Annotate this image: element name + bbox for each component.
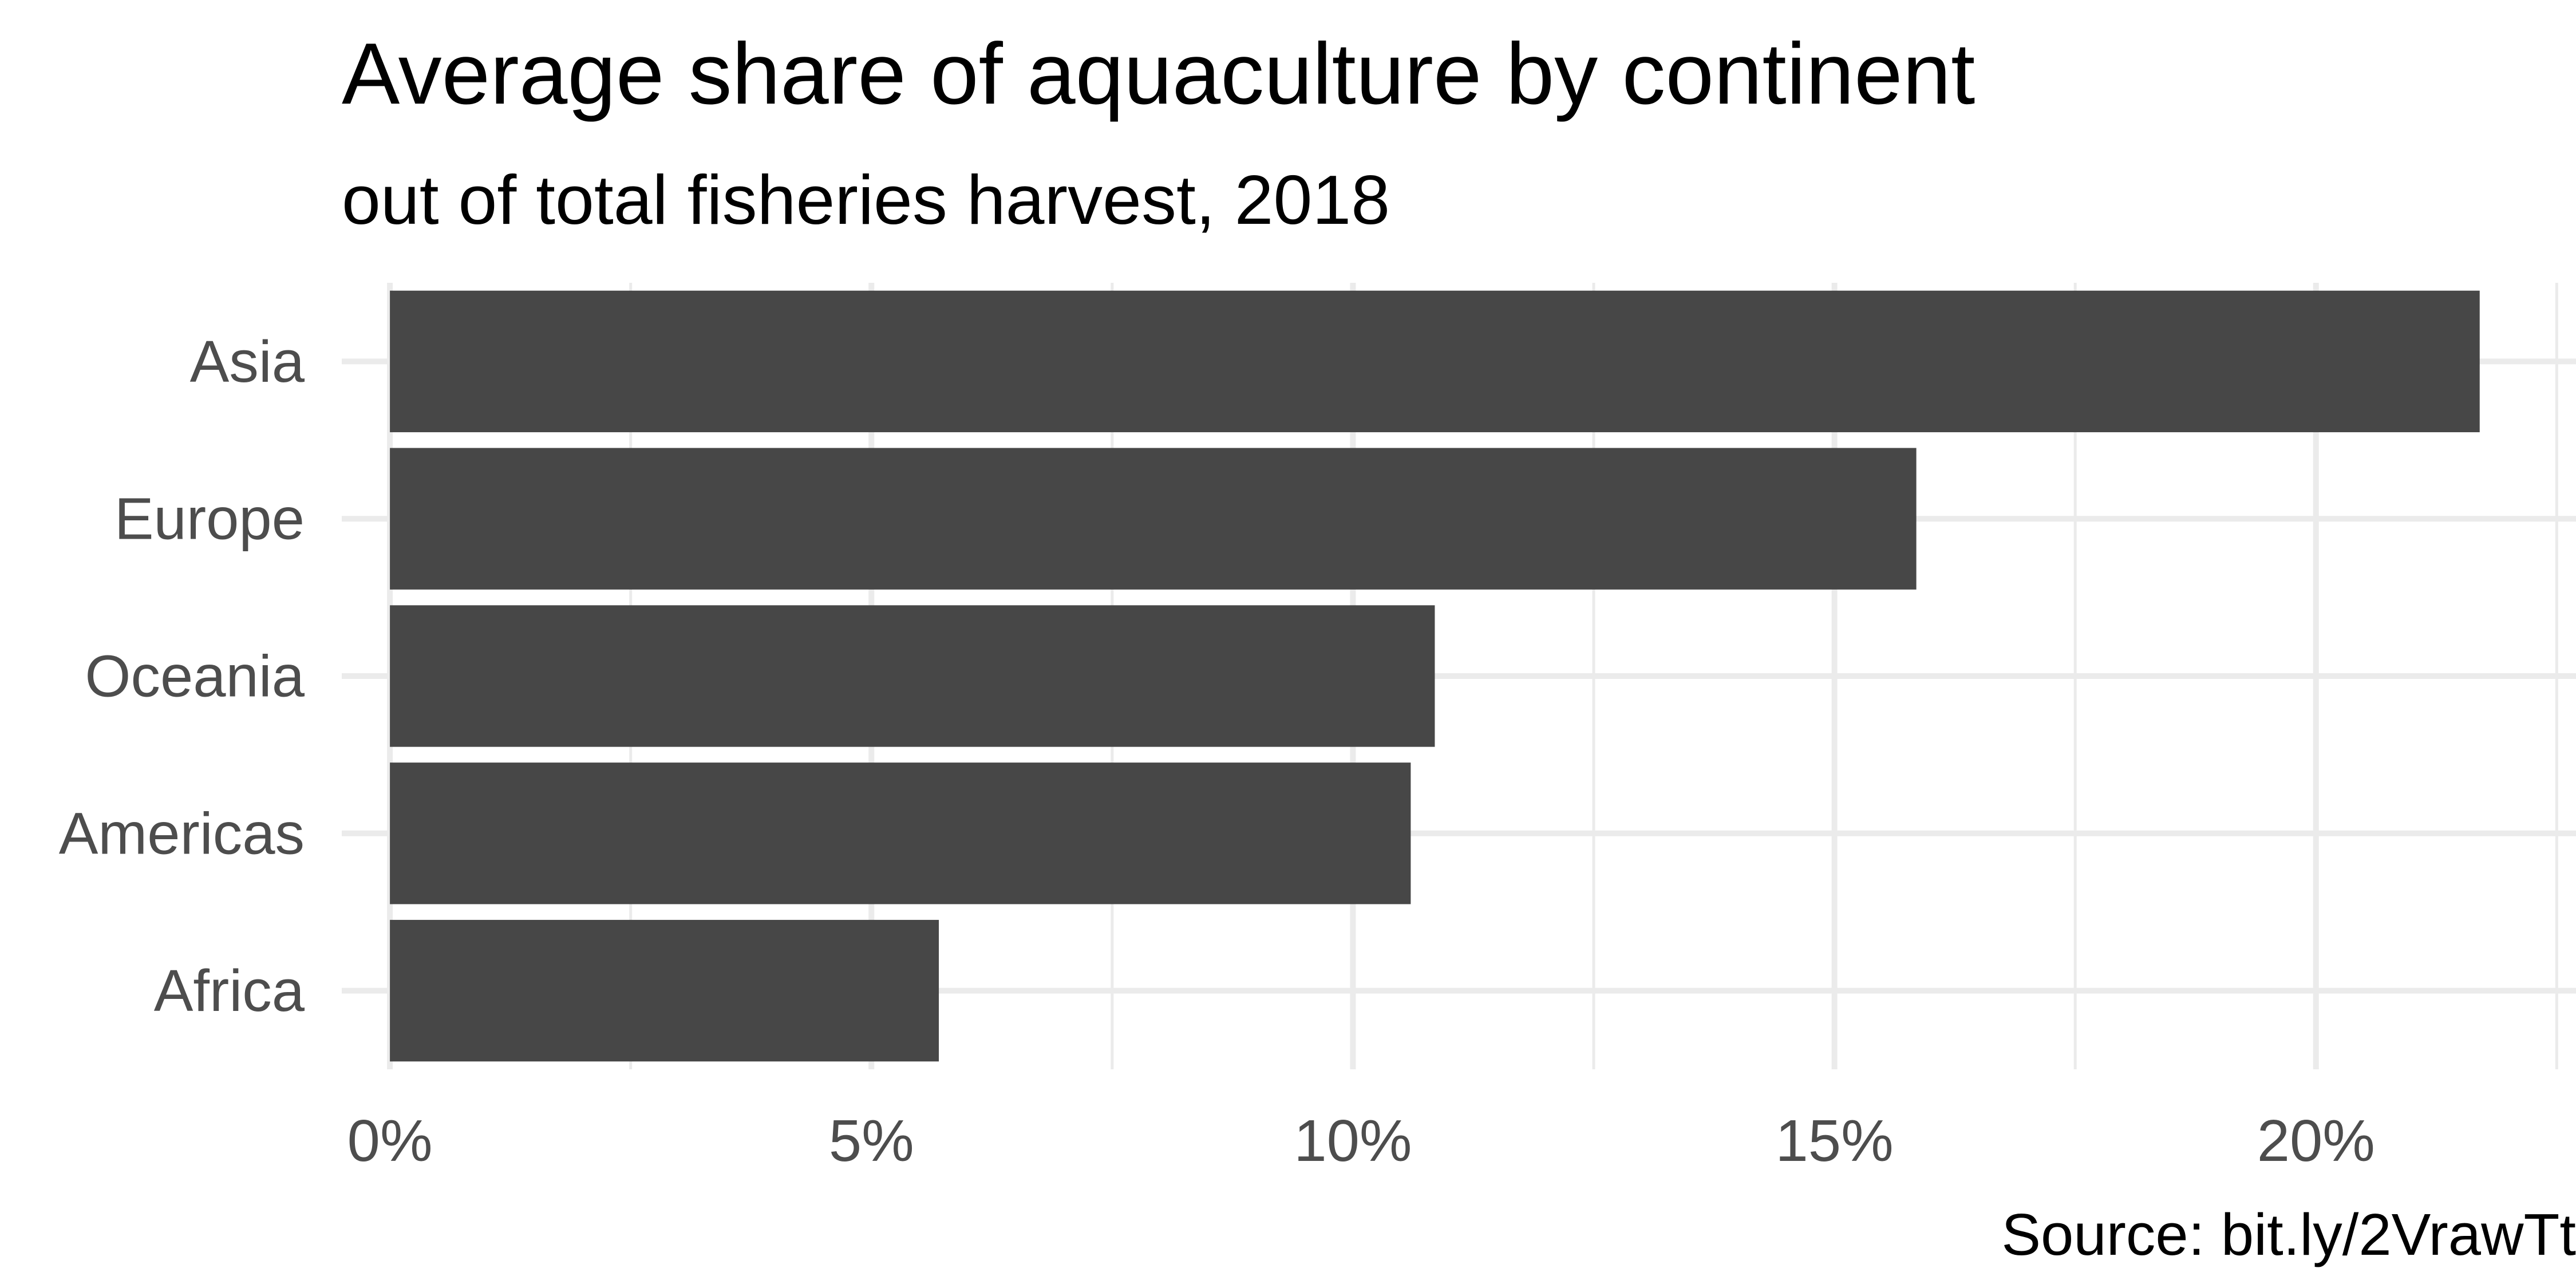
- chart-title: Average share of aquaculture by continen…: [342, 25, 1975, 123]
- bar-asia: [390, 290, 2480, 433]
- x-axis-labels: 0% 5% 10% 15% 20%: [347, 1108, 2375, 1174]
- bar-americas: [390, 762, 1411, 904]
- y-tick-label: Oceania: [85, 643, 305, 709]
- chart-caption: Source: bit.ly/2VrawTt: [2001, 1202, 2576, 1267]
- bar-oceania: [390, 605, 1435, 747]
- bar-europe: [390, 448, 1917, 590]
- x-tick-label: 0%: [347, 1108, 433, 1174]
- y-axis-labels: Africa Americas Oceania Europe Asia: [59, 329, 305, 1024]
- x-tick-label: 20%: [2257, 1108, 2375, 1174]
- y-tick-label: Europe: [114, 486, 305, 552]
- y-tick-label: Africa: [154, 958, 305, 1024]
- bar-africa: [390, 919, 939, 1062]
- x-tick-label: 15%: [1776, 1108, 1894, 1174]
- x-tick-label: 10%: [1294, 1108, 1412, 1174]
- y-tick-label: Americas: [59, 800, 305, 866]
- chart-subtitle: out of total fisheries harvest, 2018: [342, 161, 1390, 239]
- x-tick-label: 5%: [829, 1108, 914, 1174]
- bars: [390, 290, 2480, 1062]
- y-tick-label: Asia: [190, 329, 305, 394]
